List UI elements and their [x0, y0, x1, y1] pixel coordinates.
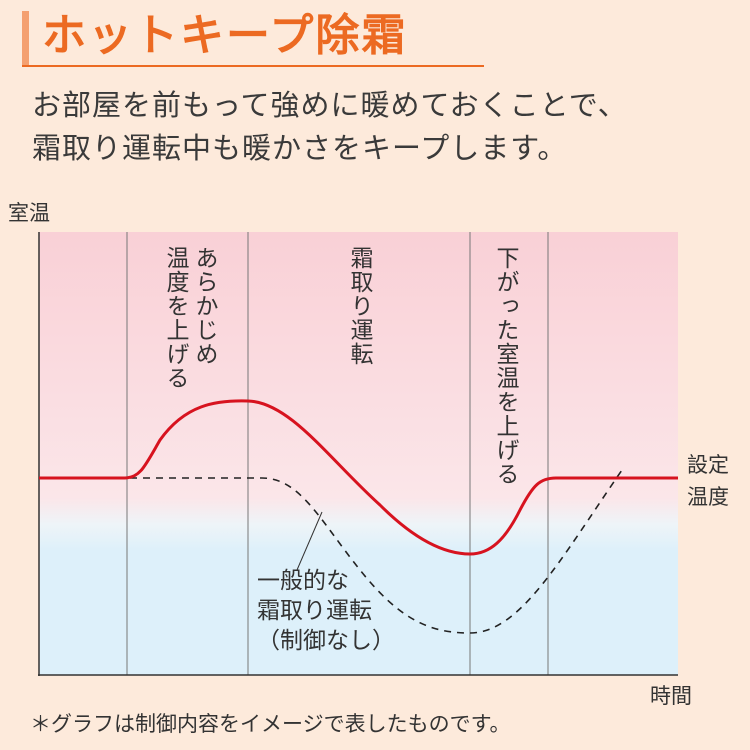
- lead-line-1: お部屋を前もって強めに暖めておくことで、: [32, 88, 628, 122]
- hot-keep-line: [39, 399, 678, 556]
- lead-line-2: 霜取り運転中も暖かさをキープします。: [32, 131, 568, 165]
- setpoint-label-line: 温度: [687, 485, 729, 509]
- footnote: ＊グラフは制御内容をイメージで表したものです。: [30, 712, 511, 736]
- y-axis-label: 室温: [8, 201, 50, 225]
- lead-text: お部屋を前もって強めに暖めておくことで、 霜取り運転中も暖かさをキープします。: [32, 84, 628, 170]
- phase-label-line: あらかじめ: [191, 246, 217, 366]
- setpoint-label-line: 設定: [687, 453, 729, 477]
- phase-label-defrost: 霜取り運転: [346, 246, 372, 366]
- phase-label-preheat: あらかじめ 温度を上げる: [160, 246, 218, 390]
- annotation-leader: [296, 511, 323, 571]
- plot-area: [39, 232, 678, 675]
- title-accent-bar: [22, 11, 29, 65]
- comparison-label-line: （制御なし）: [257, 628, 395, 654]
- setpoint-label: 設定 温度: [687, 449, 729, 513]
- x-axis-label: 時間: [650, 684, 692, 708]
- title-underline: [22, 65, 484, 67]
- comparison-label-line: 霜取り運転: [257, 598, 372, 624]
- comparison-label: 一般的な 霜取り運転 （制御なし）: [257, 566, 395, 656]
- page-title: ホットキープ除霜: [42, 10, 408, 61]
- comparison-label-line: 一般的な: [257, 568, 349, 594]
- phase-label-line: 温度を上げる: [162, 246, 188, 390]
- normal-defrost-line: [39, 469, 623, 634]
- phase-label-recover: 下がった室温を上げる: [492, 246, 518, 486]
